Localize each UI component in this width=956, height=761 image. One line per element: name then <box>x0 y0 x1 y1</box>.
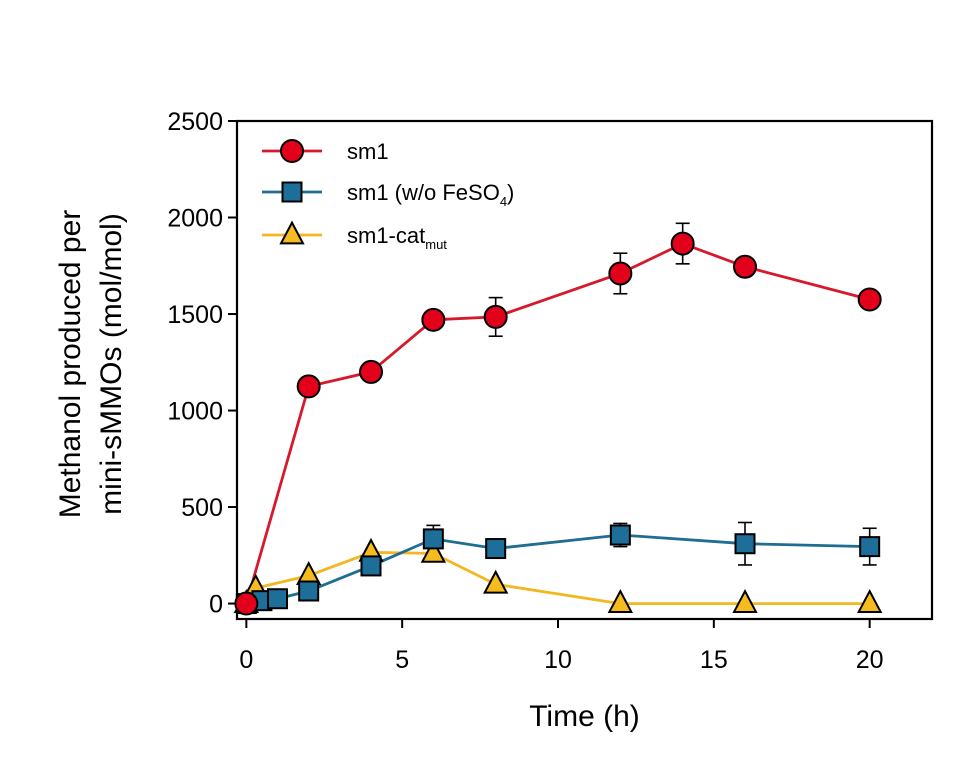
y-tick-label: 1500 <box>167 301 223 329</box>
data-point-circle <box>608 261 633 286</box>
legend-label-main: sm1-cat <box>347 223 425 248</box>
data-point-circle <box>733 254 758 279</box>
legend-label-suffix: ) <box>507 180 514 205</box>
y-tick-label: 500 <box>181 494 223 522</box>
data-point-triangle <box>607 589 634 613</box>
data-point-triangle <box>857 589 883 613</box>
data-point-square <box>734 533 756 555</box>
data-point-circle <box>296 374 321 399</box>
data-point-triangle <box>420 538 447 563</box>
y-axis-title-line-1: Methanol produced per <box>54 210 87 519</box>
data-point-square <box>298 580 320 602</box>
legend-label-main: sm1 (w/o FeSO <box>347 180 500 205</box>
data-point-circle <box>359 359 384 384</box>
x-tick-label: 20 <box>856 646 884 674</box>
data-point-triangle <box>732 589 758 613</box>
legend-label: sm1 <box>347 139 389 164</box>
y-tick-label: 2000 <box>167 205 223 233</box>
data-point-square <box>609 524 631 546</box>
series-lines <box>244 242 871 605</box>
data-point-circle <box>670 231 695 256</box>
series-line-circle <box>244 242 871 604</box>
data-point-square <box>485 538 507 560</box>
data-points <box>233 231 883 616</box>
data-point-square <box>267 588 289 610</box>
data-point-circle <box>421 307 446 332</box>
x-tick-label: 0 <box>239 646 253 674</box>
y-axis-title: Methanol produced per mini-sMMOs (mol/mo… <box>54 210 128 519</box>
data-point-circle <box>857 287 882 312</box>
legend-label-main: sm1 <box>347 139 389 164</box>
x-axis-title: Time (h) <box>529 700 640 733</box>
y-axis: 0 500 1000 1500 2000 2500 <box>167 108 237 619</box>
x-axis: 0 5 10 15 20 <box>239 619 884 674</box>
legend-label-subscript: mut <box>425 237 447 252</box>
legend: sm1 sm1 (w/o FeSO4) sm1-catmut <box>262 139 514 252</box>
y-tick-label: 0 <box>209 591 223 619</box>
x-tick-label: 10 <box>544 646 572 674</box>
y-tick-label: 1000 <box>167 398 223 426</box>
legend-label: sm1-catmut <box>347 223 447 252</box>
data-point-square <box>859 536 881 558</box>
plot-frame <box>235 119 934 621</box>
legend-marker-triangle <box>279 220 305 245</box>
y-tick-label: 2500 <box>167 108 223 136</box>
legend-label: sm1 (w/o FeSO4) <box>347 180 514 209</box>
legend-marker-square <box>281 181 303 203</box>
y-axis-title-line-2: mini-sMMOs (mol/mol) <box>95 213 128 515</box>
data-point-circle <box>234 591 259 616</box>
data-point-square <box>422 528 444 550</box>
x-tick-label: 5 <box>395 646 409 674</box>
x-tick-label: 15 <box>700 646 728 674</box>
legend-label-subscript: 4 <box>500 194 507 209</box>
data-point-square <box>360 555 382 577</box>
data-point-triangle <box>483 569 509 594</box>
legend-marker-circle <box>280 139 304 163</box>
data-point-circle <box>483 304 508 329</box>
